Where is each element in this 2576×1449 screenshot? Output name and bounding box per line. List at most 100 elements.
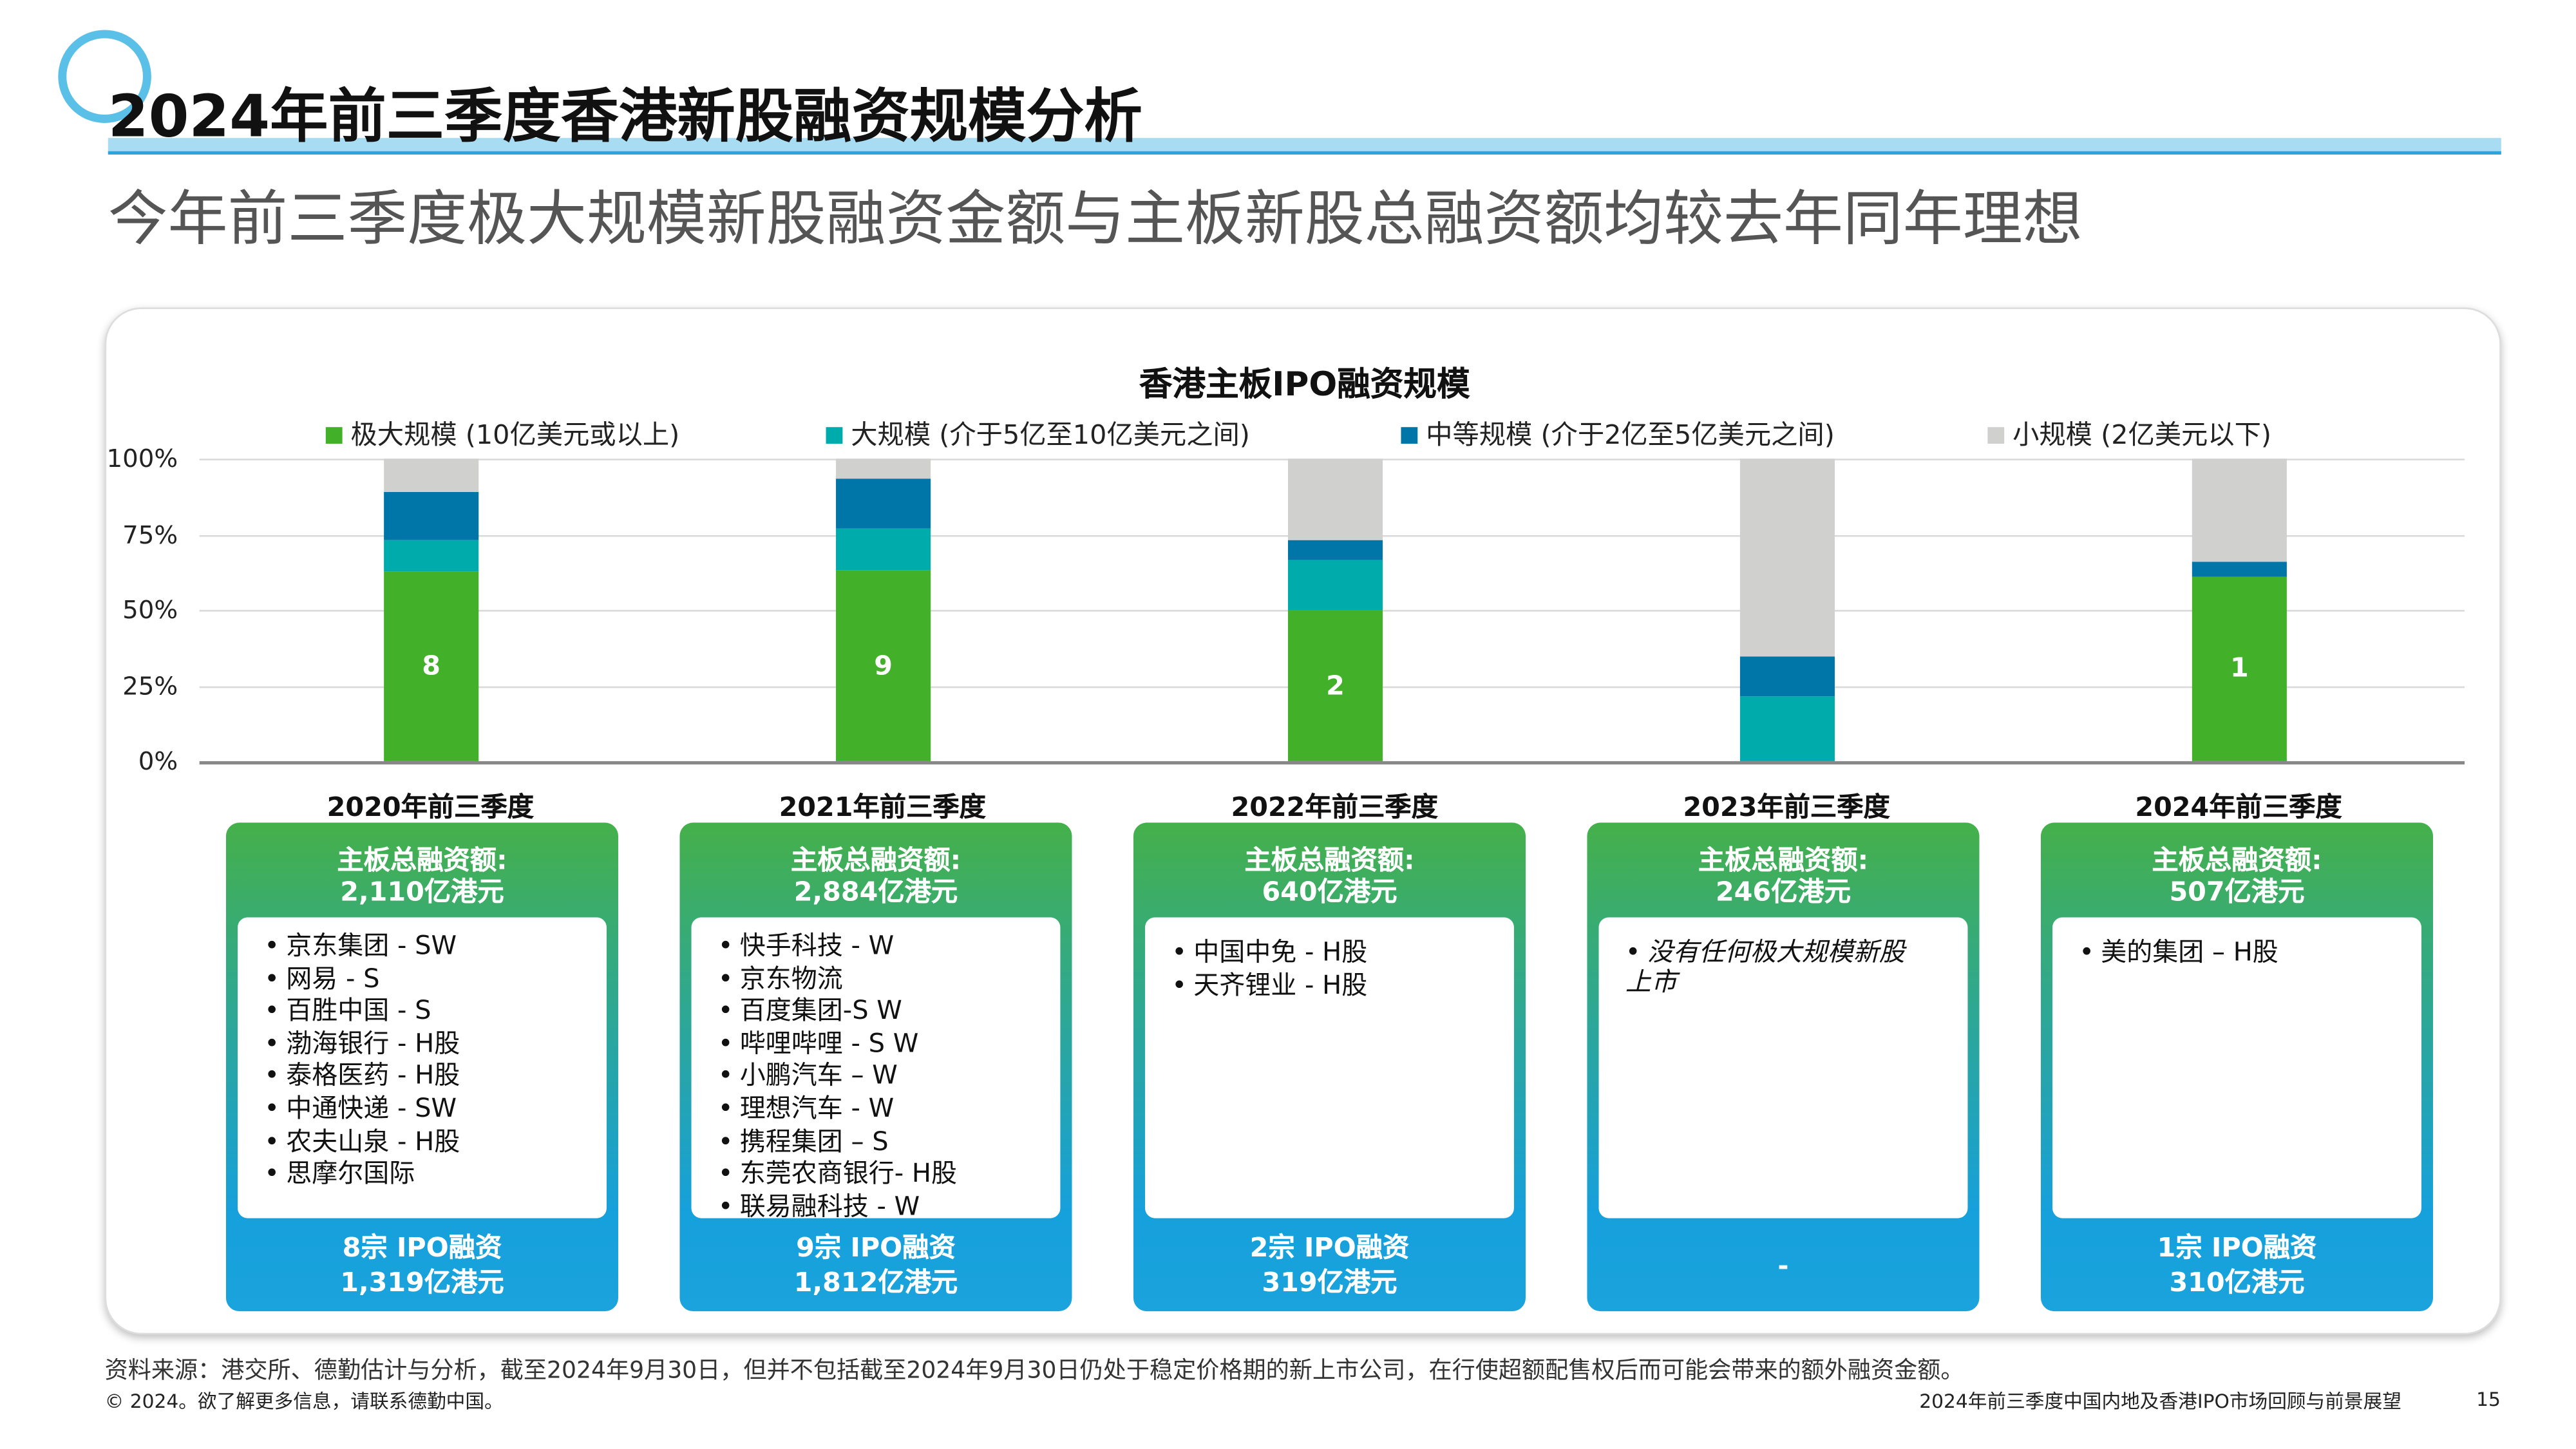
total-label: 主板总融资额: (1244, 844, 1415, 876)
box-footer: 1宗 IPO融资 310亿港元 (2041, 1230, 2433, 1300)
list-item: 中国中免 - H股 (1171, 937, 1514, 970)
list-item: 思摩尔国际 (264, 1159, 607, 1191)
legend-swatch (826, 427, 843, 444)
list-item: 百度集团-S W (718, 996, 1061, 1028)
bar-data-label: 9 (874, 649, 893, 681)
company-list: 京东集团 - SW网易 - S百胜中国 - S渤海银行 - H股泰格医药 - H… (238, 917, 607, 1191)
source-note: 资料来源：港交所、德勤估计与分析，截至2024年9月30日，但并不包括截至202… (104, 1358, 1964, 1385)
bar-data-label: 2 (1326, 668, 1345, 701)
box-footer: - (1587, 1248, 1979, 1283)
total-value: 246亿港元 (1715, 875, 1852, 908)
list-item: 泰格医药 - H股 (264, 1061, 607, 1094)
list-item: 携程集团 – S (718, 1126, 1061, 1159)
page-title: 2024年前三季度香港新股融资规模分析 (108, 84, 1142, 151)
summary-box: 主板总融资额:2,884亿港元快手科技 - W京东物流百度集团-S W哔哩哔哩 … (679, 822, 1072, 1312)
bar-segment (1739, 696, 1835, 761)
list-item: 哔哩哔哩 - S W (718, 1028, 1061, 1061)
legend-swatch (1987, 427, 2005, 444)
list-item: 京东集团 - SW (264, 931, 607, 963)
list-item: 网易 - S (264, 963, 607, 996)
bar-segment (384, 572, 479, 761)
box-header: 主板总融资额: 246亿港元 (1587, 844, 1979, 907)
bar-segment (384, 540, 479, 573)
y-tick-label: 0% (138, 746, 178, 777)
legend-label: 极大规模 (10亿美元或以上) (350, 419, 680, 451)
category-label: 2021年前三季度 (779, 791, 986, 823)
box-footer: 8宗 IPO融资 1,319亿港元 (226, 1230, 618, 1300)
legend-label: 小规模 (2亿美元以下) (2012, 419, 2272, 451)
total-label: 主板总融资额: (337, 844, 507, 876)
company-list: 美的集团 – H股 (2052, 917, 2421, 970)
company-list: 中国中免 - H股天齐锂业 - H股 (1145, 917, 1514, 1002)
ipo-amount: 310亿港元 (2169, 1266, 2305, 1298)
ipo-count: 8宗 IPO融资 (342, 1231, 502, 1264)
box-footer: 9宗 IPO融资 1,812亿港元 (679, 1230, 1072, 1300)
company-list-panel: 快手科技 - W京东物流百度集团-S W哔哩哔哩 - S W小鹏汽车 – W理想… (691, 917, 1061, 1221)
company-list-panel: 美的集团 – H股 (2052, 917, 2421, 1218)
box-header: 主板总融资额: 507亿港元 (2041, 844, 2433, 907)
legend-item: 大规模 (介于5亿至10亿美元之间) (826, 412, 1250, 452)
page-subtitle: 今年前三季度极大规模新股融资金额与主板新股总融资额均较去年同年理想 (108, 186, 2083, 254)
list-item: 京东物流 (718, 963, 1061, 996)
list-item: 理想汽车 - W (718, 1094, 1061, 1126)
bar-segment (1287, 459, 1383, 541)
list-item: 快手科技 - W (718, 931, 1061, 963)
company-list: 快手科技 - W京东物流百度集团-S W哔哩哔哩 - S W小鹏汽车 – W理想… (692, 917, 1061, 1224)
total-label: 主板总融资额: (2152, 844, 2322, 876)
bar-data-label: 1 (2230, 652, 2249, 684)
legend-swatch (1401, 427, 1418, 444)
summary-box: 主板总融资额:640亿港元中国中免 - H股天齐锂业 - H股 2宗 IPO融资3… (1133, 822, 1526, 1312)
ipo-count: 2宗 IPO融资 (1249, 1231, 1410, 1264)
y-tick-label: 25% (122, 670, 178, 701)
bar-segment (1287, 610, 1383, 761)
ipo-amount: 1,812亿港元 (793, 1266, 958, 1298)
company-list: 没有任何极大规模新股上市 (1599, 917, 1968, 997)
company-list-panel: 中国中免 - H股天齐锂业 - H股 (1145, 917, 1514, 1218)
legend-swatch (325, 427, 343, 444)
list-item: 农夫山泉 - H股 (264, 1126, 607, 1159)
bar-segment (2192, 459, 2287, 562)
company-list-panel: 没有任何极大规模新股上市 (1598, 917, 1968, 1218)
copyright: © 2024。欲了解更多信息，请联系德勤中国。 (104, 1389, 504, 1413)
total-value: 640亿港元 (1262, 875, 1397, 908)
ipo-count: 1宗 IPO融资 (2157, 1231, 2317, 1264)
company-list-panel: 京东集团 - SW网易 - S百胜中国 - S渤海银行 - H股泰格医药 - H… (238, 917, 607, 1218)
legend-item: 小规模 (2亿美元以下) (1987, 412, 2271, 452)
bar-data-label: 8 (422, 650, 441, 682)
bar-segment (2192, 561, 2287, 577)
summary-box: 主板总融资额:246亿港元没有任何极大规模新股上市 - (1587, 822, 1980, 1312)
total-label: 主板总融资额: (1698, 844, 1869, 876)
total-value: 2,884亿港元 (793, 875, 958, 908)
list-item: 渤海银行 - H股 (264, 1028, 607, 1061)
page-number: 15 (2476, 1387, 2501, 1411)
title-underline (108, 138, 2501, 153)
list-item: 东莞农商银行- H股 (718, 1159, 1061, 1191)
ipo-amount: 1,319亿港元 (340, 1266, 504, 1298)
bar-segment (836, 459, 931, 478)
report-title: 2024年前三季度中国内地及香港IPO市场回顾与前景展望 (1919, 1389, 2401, 1413)
list-item: 百胜中国 - S (264, 996, 607, 1028)
total-value: 2,110亿港元 (340, 875, 504, 908)
bar-segment (1287, 540, 1383, 560)
bar-segment (836, 478, 931, 529)
list-item: 小鹏汽车 – W (718, 1061, 1061, 1094)
legend-label: 中等规模 (介于2亿至5亿美元之间) (1426, 419, 1835, 451)
legend-label: 大规模 (介于5亿至10亿美元之间) (851, 419, 1250, 451)
bar-segment (1287, 560, 1383, 611)
box-footer: 2宗 IPO融资 319亿港元 (1133, 1230, 1526, 1300)
ipo-count: 9宗 IPO融资 (796, 1231, 956, 1264)
list-item: 中通快递 - SW (264, 1094, 607, 1126)
x-axis (199, 761, 2465, 765)
box-header: 主板总融资额: 2,884亿港元 (679, 844, 1072, 907)
chart-title: 香港主板IPO融资规模 (1139, 364, 1470, 404)
ipo-amount: - (1777, 1249, 1789, 1282)
list-item: 联易融科技 - W (718, 1191, 1061, 1224)
list-item: 天齐锂业 - H股 (1171, 970, 1514, 1003)
total-label: 主板总融资额: (790, 844, 961, 876)
bar-segment (384, 459, 479, 492)
bar-segment (1739, 459, 1835, 657)
y-tick-label: 50% (122, 594, 178, 625)
legend-item: 极大规模 (10亿美元或以上) (325, 412, 680, 452)
